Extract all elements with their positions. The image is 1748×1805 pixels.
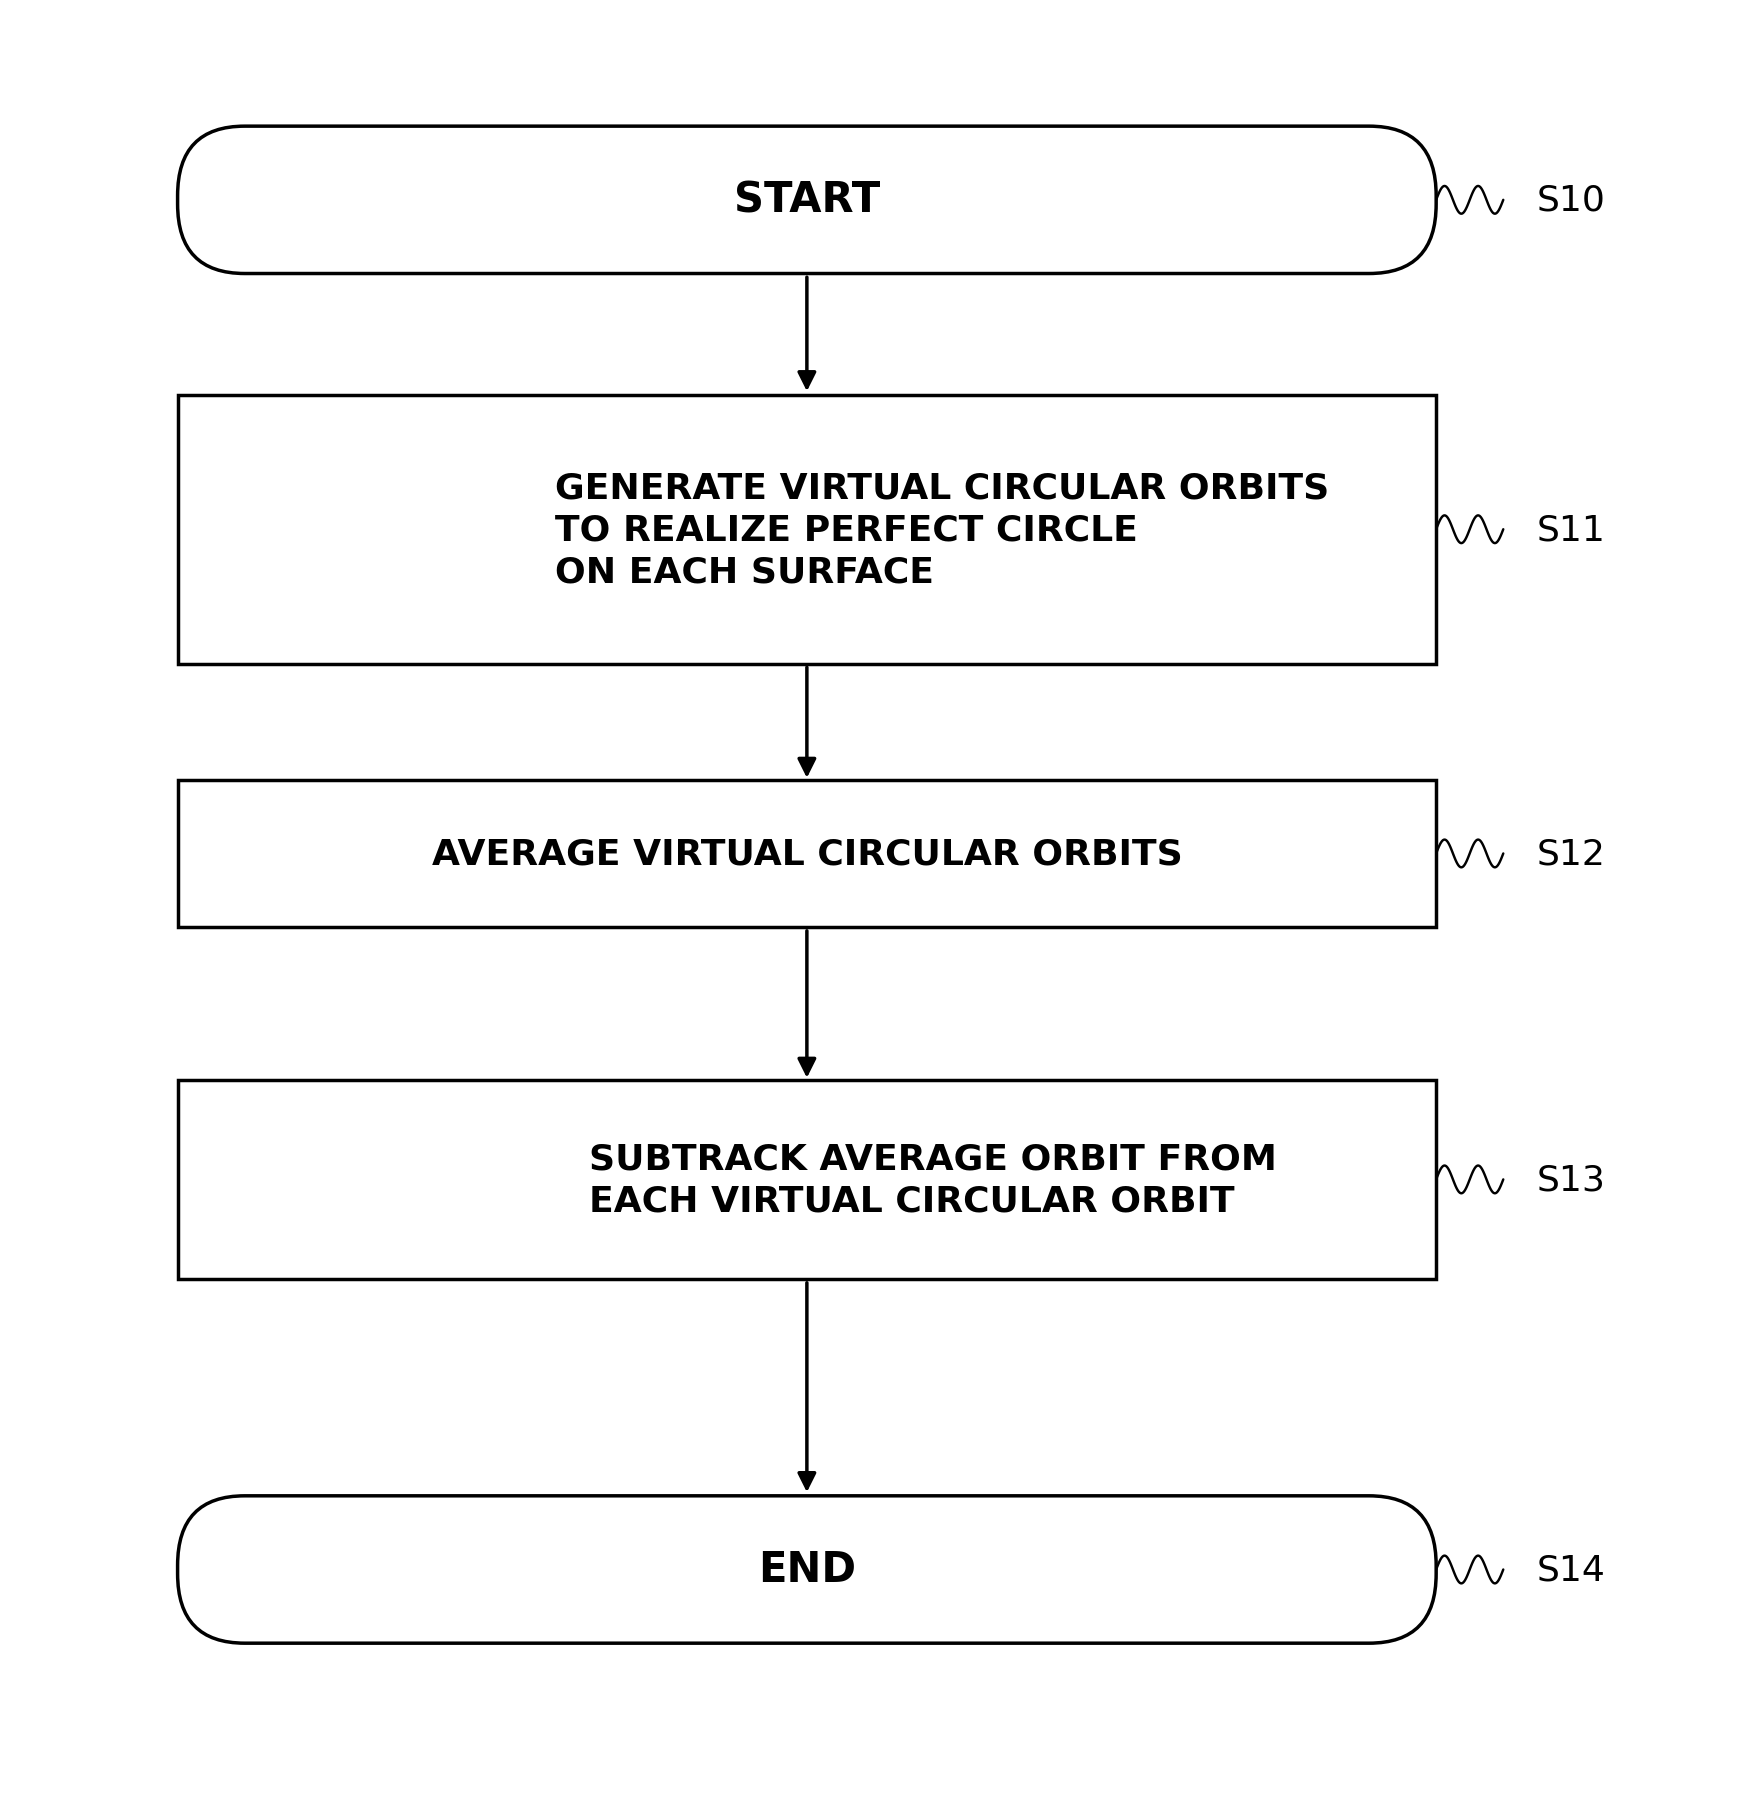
Bar [178, 780, 1437, 928]
Text: SUBTRACK AVERAGE ORBIT FROM
EACH VIRTUAL CIRCULAR ORBIT: SUBTRACK AVERAGE ORBIT FROM EACH VIRTUAL… [589, 1143, 1276, 1218]
Text: S11: S11 [1536, 513, 1606, 547]
Text: S13: S13 [1536, 1162, 1606, 1197]
Text: GENERATE VIRTUAL CIRCULAR ORBITS
TO REALIZE PERFECT CIRCLE
ON EACH SURFACE: GENERATE VIRTUAL CIRCULAR ORBITS TO REAL… [556, 471, 1330, 588]
Text: S12: S12 [1536, 838, 1606, 872]
Text: S10: S10 [1536, 184, 1606, 218]
Bar [178, 1079, 1437, 1280]
FancyBboxPatch shape [178, 1496, 1437, 1643]
FancyBboxPatch shape [178, 126, 1437, 274]
Bar [178, 395, 1437, 664]
Text: START: START [734, 180, 879, 222]
Text: S14: S14 [1536, 1552, 1606, 1587]
Text: AVERAGE VIRTUAL CIRCULAR ORBITS: AVERAGE VIRTUAL CIRCULAR ORBITS [432, 838, 1182, 872]
Text: END: END [759, 1549, 857, 1590]
